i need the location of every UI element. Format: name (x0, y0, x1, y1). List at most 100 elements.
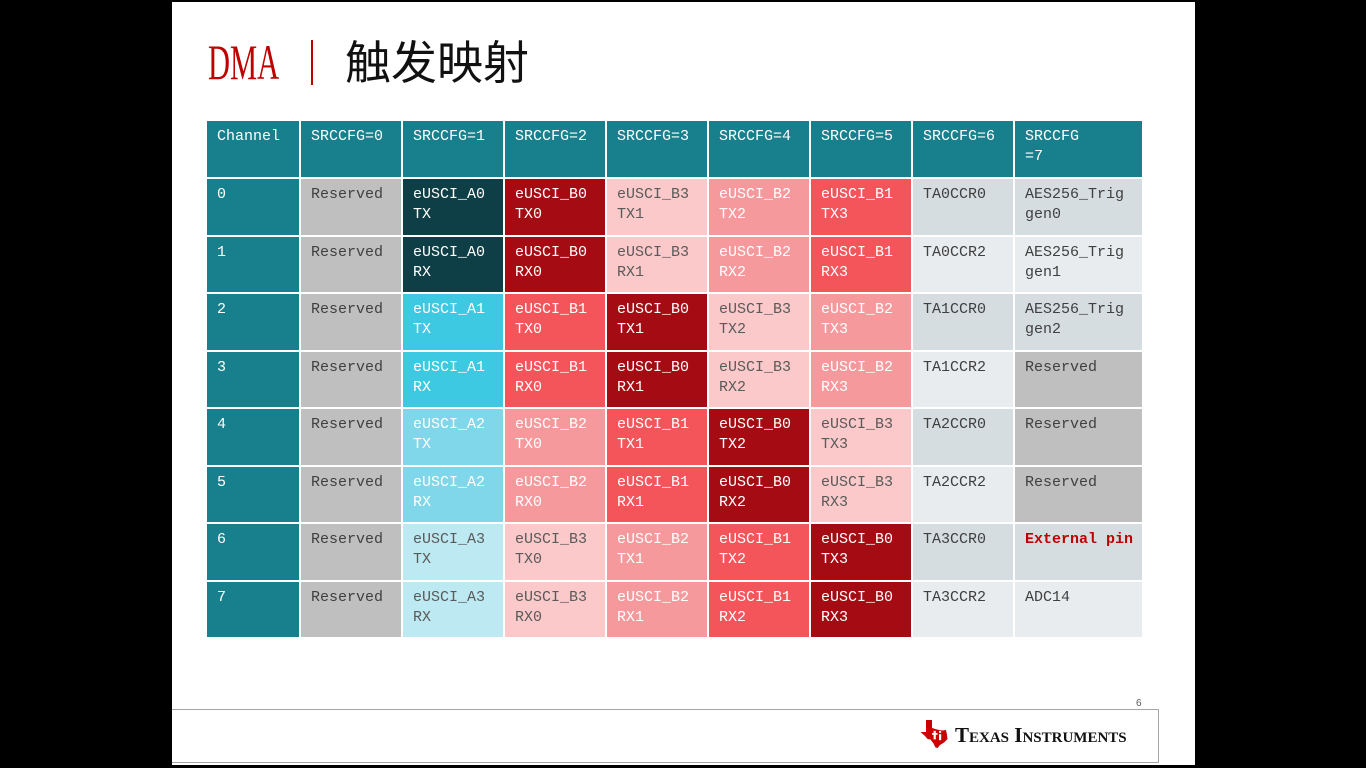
cell-text-line: eUSCI_B1 (617, 473, 690, 491)
table-cell: Reserved (301, 409, 401, 465)
cell-text-line: RX1 (617, 493, 645, 511)
column-header-srccfg-4: SRCCFG=4 (709, 121, 809, 177)
table-cell: eUSCI_B3 RX3 (811, 466, 911, 522)
cell-text-line: eUSCI_A0 (413, 186, 486, 203)
cell-text-line: eUSCI_B0 (821, 588, 894, 606)
cell-text-line: SRCCFG=2 (515, 128, 588, 145)
table-cell: External pin (1015, 524, 1142, 580)
cell-text-line: TX3 (821, 551, 849, 568)
cell-text-line: AES256_Trig (1025, 243, 1125, 261)
table-cell: eUSCI_B3 TX2 (709, 294, 809, 350)
cell-text-line: Reserved (1025, 473, 1098, 491)
table-cell: eUSCI_B1 RX3 (811, 236, 911, 292)
cell-text-line: eUSCI_A2 (413, 473, 486, 491)
cell-text-line: eUSCI_A1 (413, 301, 486, 318)
table-cell: Reserved (301, 236, 401, 292)
cell-text-line: ADC14 (1025, 588, 1071, 606)
column-header-srccfg-3: SRCCFG=3 (607, 121, 707, 177)
table-cell: Reserved (301, 581, 401, 637)
cell-text-line: RX (413, 493, 432, 511)
table-cell: eUSCI_A0 RX (403, 236, 503, 292)
table-cell: ADC14 (1015, 581, 1142, 637)
cell-text-line: SRCCFG=1 (413, 128, 486, 145)
cell-text-line: eUSCI_B0 (719, 416, 792, 433)
table-cell: eUSCI_B1 RX0 (505, 351, 605, 407)
cell-text-line: TX3 (821, 206, 849, 223)
slide-title: 触发映射 (345, 36, 529, 90)
cell-text-line: eUSCI_B1 (821, 243, 894, 261)
cell-text-line: eUSCI_B1 (515, 301, 588, 318)
table-cell: Reserved (301, 179, 401, 235)
table-cell: TA3CCR0 (913, 524, 1013, 580)
table-cell: AES256_Trig gen1 (1015, 236, 1142, 292)
slide-number: 6 (1136, 698, 1142, 709)
ti-logo-text: Texas Instruments (955, 723, 1127, 747)
cell-text-line: TA1CCR0 (923, 301, 987, 318)
column-header-channel: Channel (207, 121, 299, 177)
cell-text-line: RX0 (515, 378, 543, 396)
cell-text-line: Reserved (311, 243, 384, 261)
table-cell: TA0CCR0 (913, 179, 1013, 235)
table-cell: eUSCI_B0 TX0 (505, 179, 605, 235)
cell-text-line: RX2 (719, 263, 747, 281)
cell-text-line: RX3 (821, 493, 849, 511)
table-cell: eUSCI_B2 TX0 (505, 409, 605, 465)
table-cell: eUSCI_B1 TX0 (505, 294, 605, 350)
table-cell: eUSCI_B0 RX2 (709, 466, 809, 522)
cell-text-line: eUSCI_B1 (617, 416, 690, 433)
cell-text-line: RX (413, 378, 432, 396)
cell-text-line: eUSCI_B0 (617, 358, 690, 376)
channel-number: 4 (207, 409, 299, 465)
table-cell: eUSCI_B0 RX0 (505, 236, 605, 292)
table-cell: eUSCI_B0 RX3 (811, 581, 911, 637)
cell-text-line: RX1 (617, 263, 645, 281)
cell-text-line: TX0 (515, 436, 543, 453)
table-cell: Reserved (301, 524, 401, 580)
cell-text-line: eUSCI_B0 (719, 473, 792, 491)
table-cell: eUSCI_B1 TX1 (607, 409, 707, 465)
trigger-mapping-table: Channel SRCCFG=0 SRCCFG=1 SRCCFG=2 SRCCFG=3 S… (207, 121, 1142, 637)
cell-text-line: TX2 (719, 551, 747, 568)
cell-text-line: Reserved (311, 301, 384, 318)
channel-number: 0 (207, 179, 299, 235)
table-cell: eUSCI_B1 RX1 (607, 466, 707, 522)
cell-text-line: TA1CCR2 (923, 358, 987, 376)
cell-text-line: eUSCI_B2 (719, 186, 792, 203)
cell-text-line: SRCCFG (1025, 128, 1080, 145)
cell-text-line: eUSCI_B2 (617, 588, 690, 606)
cell-text-line: Reserved (311, 186, 384, 203)
cell-text-line: TA0CCR0 (923, 186, 987, 203)
cell-text-line: Channel (217, 128, 281, 145)
cell-text-line: TX3 (821, 321, 849, 338)
table-cell: eUSCI_B3 TX1 (607, 179, 707, 235)
table-cell: TA1CCR0 (913, 294, 1013, 350)
cell-text-line: RX1 (617, 608, 645, 626)
cell-text-line: eUSCI_B0 (515, 243, 588, 261)
cell-text-line: RX (413, 263, 432, 281)
table-cell: eUSCI_A2 RX (403, 466, 503, 522)
cell-text-line: TA3CCR2 (923, 588, 987, 606)
cell-text-line: eUSCI_B0 (515, 186, 588, 203)
cell-text-line: 1 (217, 243, 227, 261)
channel-number: 5 (207, 466, 299, 522)
cell-text-line: eUSCI_B2 (515, 416, 588, 433)
cell-text-line: RX0 (515, 608, 543, 626)
column-header-srccfg-1: SRCCFG=1 (403, 121, 503, 177)
cell-text-line: TX2 (719, 321, 747, 338)
table-cell: TA2CCR0 (913, 409, 1013, 465)
cell-text-line: eUSCI_B3 (719, 301, 792, 318)
channel-number: 2 (207, 294, 299, 350)
table-cell: eUSCI_B0 TX2 (709, 409, 809, 465)
table-cell: Reserved (301, 294, 401, 350)
cell-text-line: External pin (1025, 531, 1134, 548)
cell-text-line: TA2CCR0 (923, 416, 987, 433)
cell-text-line: eUSCI_B0 (821, 531, 894, 548)
cell-text-line: TX0 (515, 321, 543, 338)
cell-text-line: eUSCI_B0 (617, 301, 690, 318)
cell-text-line: TX (413, 206, 432, 223)
title-separator (311, 40, 313, 85)
cell-text-line: 2 (217, 301, 227, 318)
channel-number: 7 (207, 581, 299, 637)
cell-text-line: 3 (217, 358, 227, 376)
column-header-srccfg-6: SRCCFG=6 (913, 121, 1013, 177)
